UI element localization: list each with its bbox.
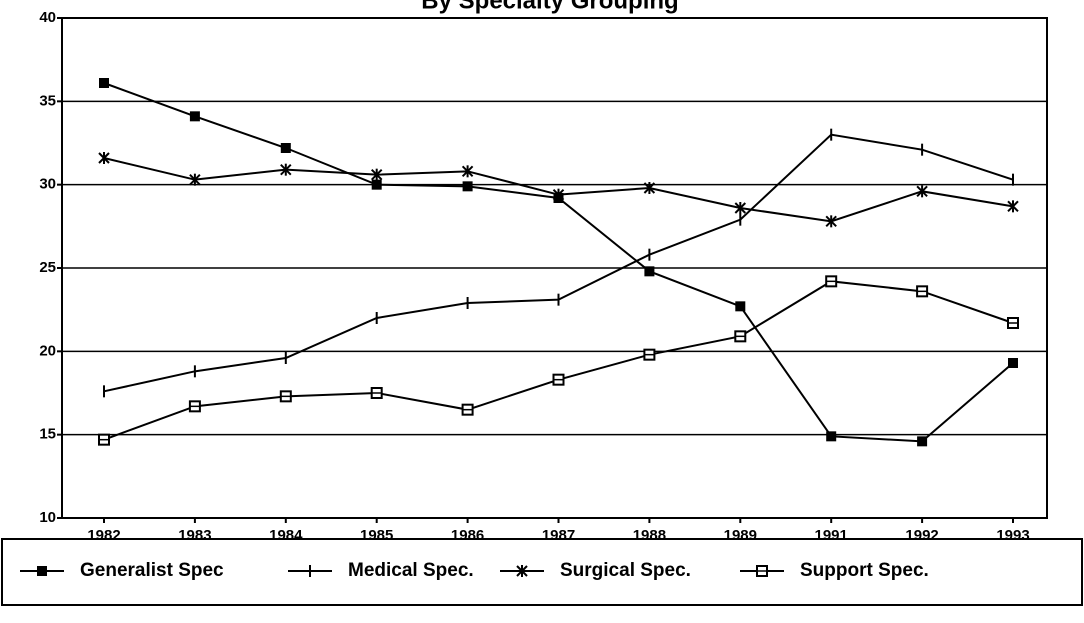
x-tick-label: 1985 — [360, 527, 393, 544]
marker-shape — [735, 301, 746, 312]
y-tick-label: 25 — [39, 259, 56, 276]
marker-shape — [371, 179, 382, 190]
marker — [516, 565, 528, 577]
marker — [916, 285, 929, 298]
marker — [189, 173, 201, 186]
marker-shape — [644, 266, 655, 277]
y-tick-label: 10 — [39, 509, 56, 526]
legend-text: Surgical Spec. — [560, 560, 691, 581]
y-tick-label: 40 — [39, 9, 56, 26]
marker — [643, 182, 656, 194]
marker — [98, 433, 110, 446]
x-tick-label: 1993 — [996, 527, 1029, 544]
x-tick-label: 1988 — [633, 527, 666, 544]
x-tick-label: 1987 — [542, 527, 575, 544]
marker-shape — [462, 181, 473, 192]
marker — [552, 188, 565, 201]
marker — [735, 301, 746, 312]
series-line — [103, 133, 1014, 393]
marker — [825, 275, 838, 288]
marker — [461, 403, 474, 416]
marker — [189, 111, 200, 122]
marker — [825, 215, 837, 228]
marker — [756, 565, 768, 577]
marker — [188, 400, 201, 413]
marker-shape — [826, 431, 837, 442]
marker — [37, 566, 47, 576]
marker — [280, 163, 292, 176]
marker — [916, 185, 928, 198]
marker-shape — [37, 566, 47, 576]
marker — [734, 330, 747, 343]
y-tick-label: 30 — [39, 176, 56, 193]
marker — [644, 266, 655, 277]
marker — [917, 436, 928, 447]
marker-shape — [917, 436, 928, 447]
legend-frame — [1, 538, 1083, 606]
marker-shape — [1008, 358, 1018, 368]
y-tick-label: 20 — [39, 342, 56, 359]
x-tick-label: 1992 — [905, 527, 938, 544]
marker-shape — [280, 143, 291, 153]
marker — [98, 152, 110, 164]
marker — [279, 390, 292, 403]
y-tick-label: 15 — [39, 426, 56, 443]
marker — [280, 143, 291, 153]
marker — [371, 179, 382, 190]
y-tick-label: 35 — [39, 92, 56, 109]
x-tick-label: 1989 — [724, 527, 757, 544]
marker — [461, 165, 474, 178]
legend-text: Medical Spec. — [348, 560, 474, 581]
marker — [99, 78, 109, 88]
marker — [370, 387, 383, 399]
x-tick-label: 1991 — [815, 527, 848, 544]
legend-text: Support Spec. — [800, 560, 929, 581]
x-tick-label: 1986 — [451, 527, 484, 544]
x-tick-label: 1983 — [178, 527, 211, 544]
marker — [1007, 317, 1019, 329]
x-tick-label: 1982 — [87, 527, 120, 544]
marker — [643, 348, 656, 361]
marker — [462, 181, 473, 192]
chart-title: By Specialty Grouping — [421, 0, 678, 14]
marker — [1007, 200, 1019, 213]
marker-shape — [99, 78, 109, 88]
marker — [826, 431, 837, 442]
legend-text: Generalist Spec — [80, 560, 224, 581]
marker — [552, 373, 565, 386]
marker — [1008, 358, 1018, 368]
series-line — [103, 82, 1014, 443]
marker — [734, 202, 747, 214]
marker — [370, 168, 383, 181]
x-tick-label: 1984 — [269, 527, 303, 544]
marker-shape — [189, 111, 200, 122]
